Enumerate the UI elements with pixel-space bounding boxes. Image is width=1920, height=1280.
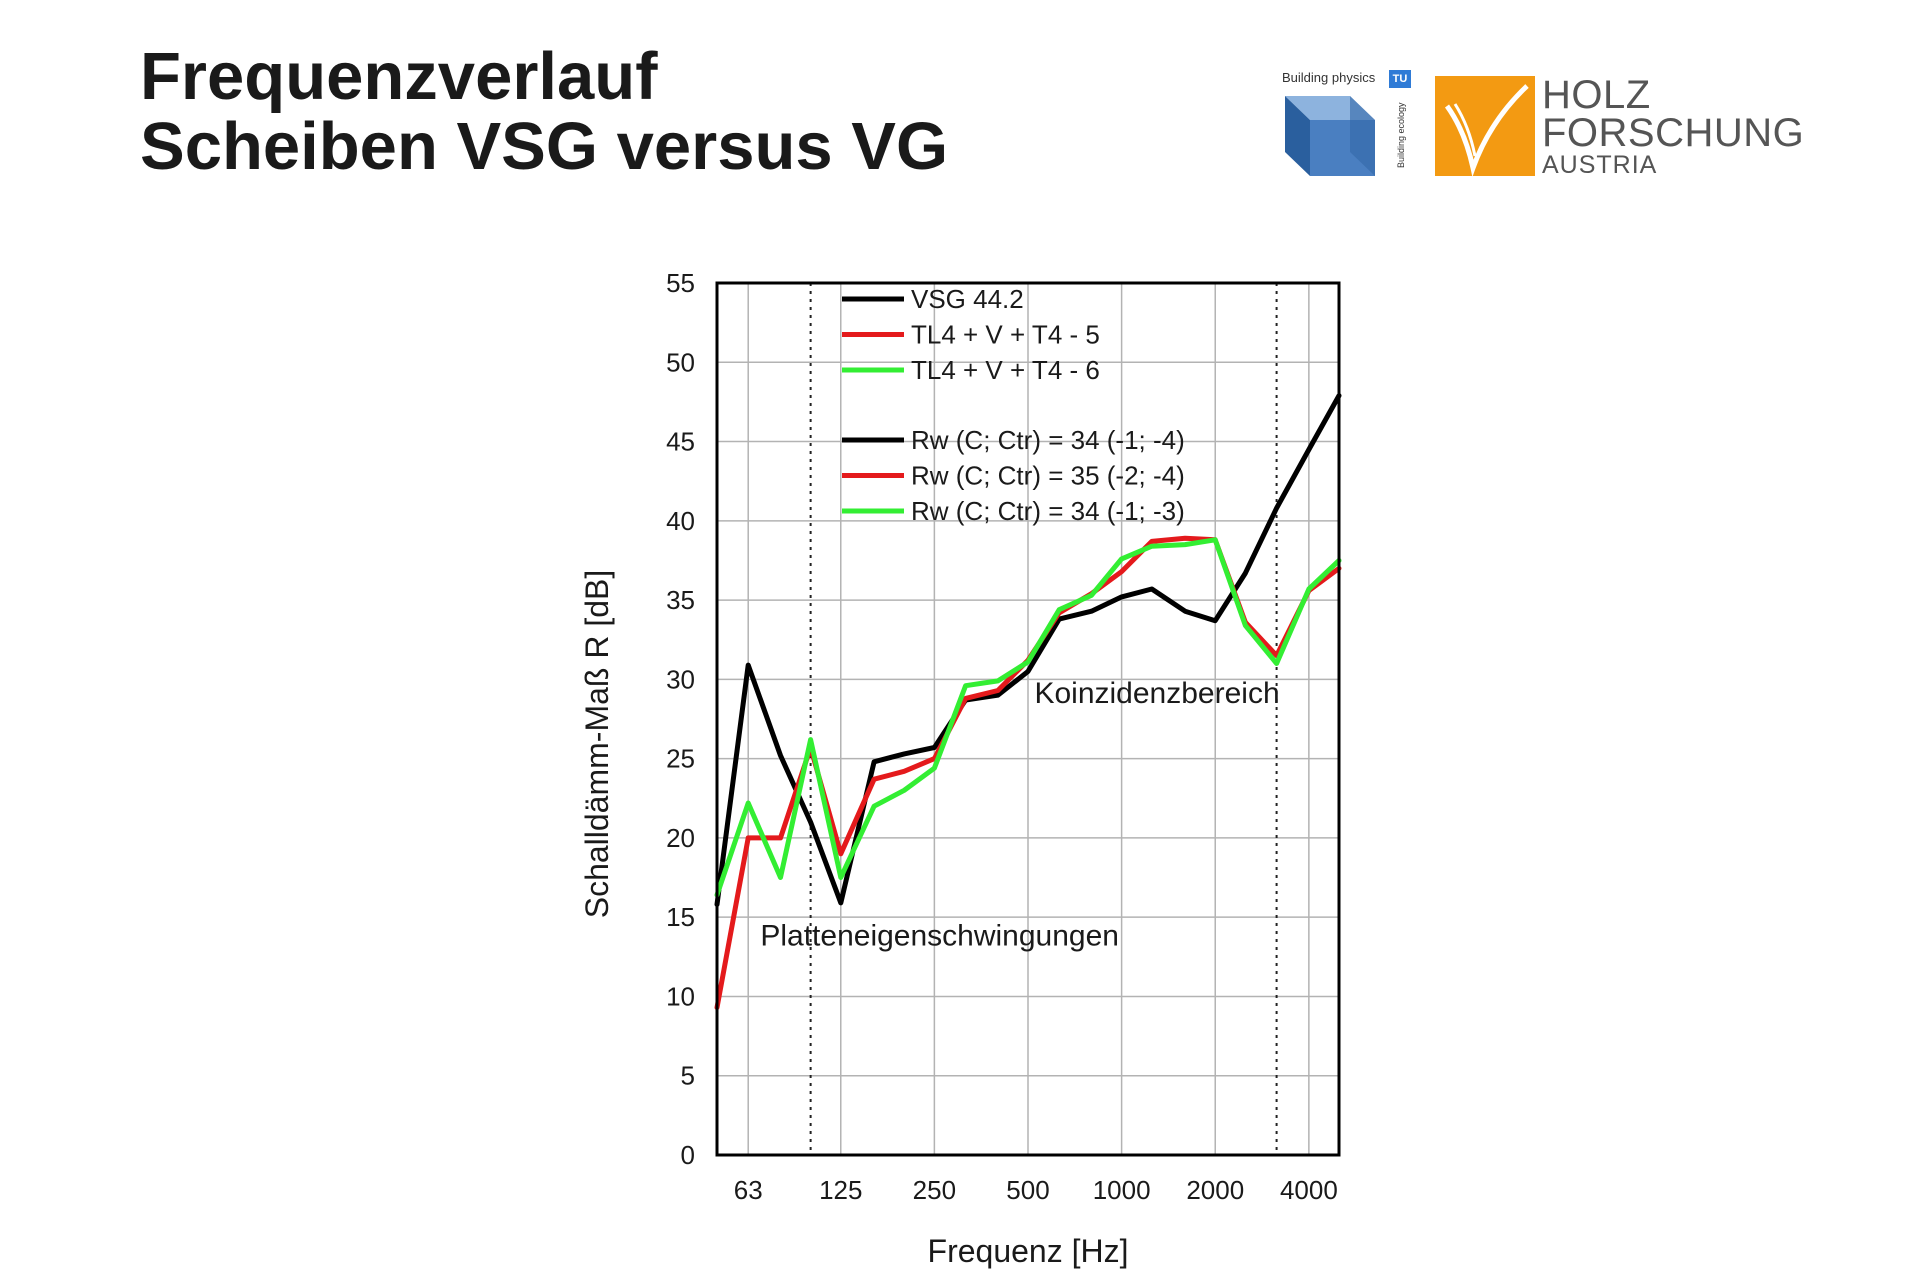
- y-tick-label: 10: [666, 981, 695, 1011]
- building-cube-icon: [1285, 96, 1375, 176]
- y-tick-label: 35: [666, 585, 695, 615]
- y-tick-label: 45: [666, 427, 695, 457]
- x-tick-label: 1000: [1093, 1175, 1151, 1205]
- y-tick-label: 20: [666, 823, 695, 853]
- legend-entry: VSG 44.2: [911, 284, 1024, 314]
- y-tick-label: 5: [681, 1061, 695, 1091]
- chart-annotation: Platteneigenschwingungen: [760, 920, 1119, 953]
- rating-legend-entry: Rw (C; Ctr) = 35 (-2; -4): [911, 461, 1185, 491]
- forschung-text: FORSCHUNG: [1542, 111, 1805, 155]
- y-axis-label: Schalldämm-Maß R [dB]: [579, 570, 615, 919]
- building-physics-logo: Building physics TU Building ecology: [1280, 68, 1415, 180]
- y-tick-label: 50: [666, 347, 695, 377]
- x-tick-label: 4000: [1280, 1175, 1338, 1205]
- logo-area: Building physics TU Building ecology HOL…: [1280, 68, 1804, 188]
- tu-badge: TU: [1389, 70, 1411, 88]
- x-tick-label: 250: [913, 1175, 956, 1205]
- holzforschung-wordmark: HOLZ FORSCHUNG AUSTRIA: [1542, 73, 1805, 179]
- x-tick-label: 63: [734, 1175, 763, 1205]
- x-axis-label: Frequenz [Hz]: [928, 1233, 1129, 1269]
- x-tick-label: 500: [1006, 1175, 1049, 1205]
- austria-text: AUSTRIA: [1542, 151, 1658, 179]
- plot-frame: [715, 281, 1341, 1157]
- page-title: Frequenzverlauf Scheiben VSG versus VG: [140, 42, 948, 182]
- building-physics-text: Building physics: [1282, 70, 1376, 85]
- y-tick-label: 30: [666, 664, 695, 694]
- y-tick-label: 55: [666, 268, 695, 298]
- y-tick-label: 0: [681, 1140, 695, 1170]
- x-tick-label: 2000: [1186, 1175, 1244, 1205]
- chart-annotation: Koinzidenzbereich: [1034, 677, 1279, 710]
- holzforschung-checkmark-icon: [1435, 76, 1535, 176]
- holz-text: HOLZ: [1542, 73, 1651, 117]
- title-line-2: Scheiben VSG versus VG: [140, 109, 949, 184]
- y-tick-label: 40: [666, 506, 695, 536]
- x-tick-label: 125: [819, 1175, 862, 1205]
- y-tick-label: 25: [666, 744, 695, 774]
- y-tick-label: 15: [666, 902, 695, 932]
- rating-legend-entry: Rw (C; Ctr) = 34 (-1; -3): [911, 496, 1185, 526]
- rating-legend-entry: Rw (C; Ctr) = 34 (-1; -4): [911, 425, 1185, 455]
- legend-entry: TL4 + V + T4 - 5: [911, 320, 1100, 350]
- series-line-3: [714, 537, 1342, 898]
- legend-entry: TL4 + V + T4 - 6: [911, 355, 1100, 385]
- title-line-1: Frequenzverlauf: [140, 39, 658, 114]
